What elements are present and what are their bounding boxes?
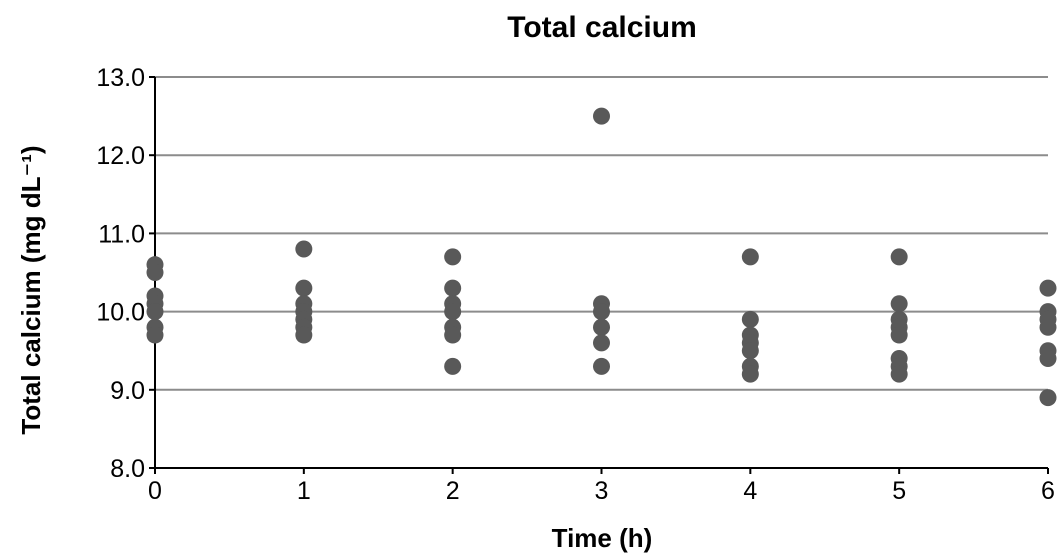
y-tick-label: 13.0 [96,64,145,92]
x-tick-label: 5 [892,477,906,505]
y-tick-label: 8.0 [110,455,145,483]
data-point [444,326,462,344]
data-point [444,248,462,266]
data-point [1039,318,1057,336]
x-tick-label: 3 [595,477,609,505]
data-point [146,326,164,344]
x-axis-title: Time (h) [552,523,653,553]
data-point [890,295,908,313]
data-point [593,303,610,321]
data-point [741,310,759,328]
data-point [146,264,164,281]
y-tick-label: 11.0 [98,220,145,248]
data-point [1039,350,1057,368]
data-point [593,107,610,125]
data-point [741,248,759,266]
data-point [295,279,313,297]
x-tick-label: 6 [1041,477,1055,505]
data-point [890,365,908,383]
data-point [146,303,164,321]
data-point [741,342,759,360]
data-point [593,318,610,336]
x-tick-label: 0 [148,477,162,505]
y-tick-label: 12.0 [96,142,145,170]
data-point [444,357,462,375]
data-point [593,357,610,375]
data-point [1039,279,1057,297]
data-point [890,326,908,344]
y-tick-label: 9.0 [110,377,145,405]
y-tick-labels: 8.0 9.0 10.0 11.0 12.0 13.0 [96,64,145,483]
x-tick-labels: 0 1 2 3 4 5 6 [148,477,1055,505]
data-point [295,326,313,344]
y-tick-label: 10.0 [96,299,145,327]
data-point [1039,389,1057,407]
x-tick-label: 1 [297,477,311,505]
data-point [444,303,462,321]
x-tick-label: 2 [446,477,460,505]
data-point [890,248,908,266]
y-axis-title: Total calcium (mg dL⁻¹) [16,145,46,434]
chart-title: Total calcium [507,11,697,44]
axes [149,76,1049,474]
data-point [295,240,313,258]
x-tick-label: 4 [743,477,757,505]
data-point [741,365,759,383]
data-point [593,334,610,352]
data-points [146,107,1057,407]
data-point [444,279,462,297]
